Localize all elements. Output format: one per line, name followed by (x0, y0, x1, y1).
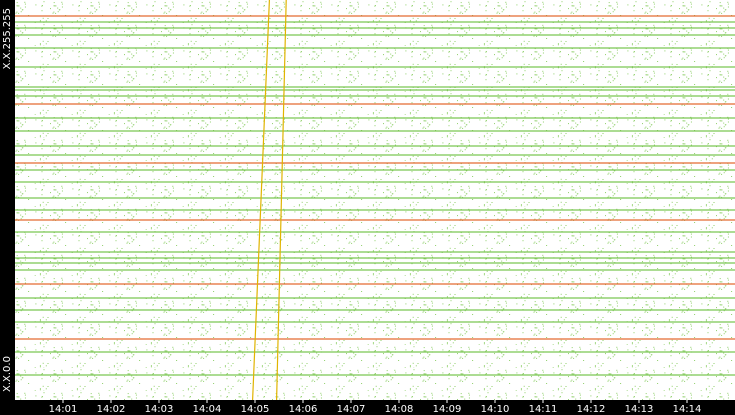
x-tick-label: 14:08 (385, 404, 414, 415)
x-tick-label: 14:14 (673, 404, 702, 415)
x-tick-label: 14:01 (49, 404, 78, 415)
x-tick-label: 14:02 (97, 404, 126, 415)
x-tick-label: 14:04 (193, 404, 222, 415)
noise (15, 0, 735, 400)
x-tick-label: 14:09 (433, 404, 462, 415)
x-tick-label: 14:03 (145, 404, 174, 415)
x-tick-label: 14:05 (241, 404, 270, 415)
x-tick-label: 14:10 (481, 404, 510, 415)
sweep (252, 0, 270, 401)
sweep (276, 0, 287, 401)
x-tick-label: 14:07 (337, 404, 366, 415)
x-tick-label: 14:13 (625, 404, 654, 415)
y-tick-label: X.X.255.255 (2, 8, 13, 69)
y-tick-label: X.X.0.0 (2, 356, 13, 392)
x-tick-label: 14:11 (529, 404, 558, 415)
x-tick-label: 14:12 (577, 404, 606, 415)
x-tick-label: 14:06 (289, 404, 318, 415)
